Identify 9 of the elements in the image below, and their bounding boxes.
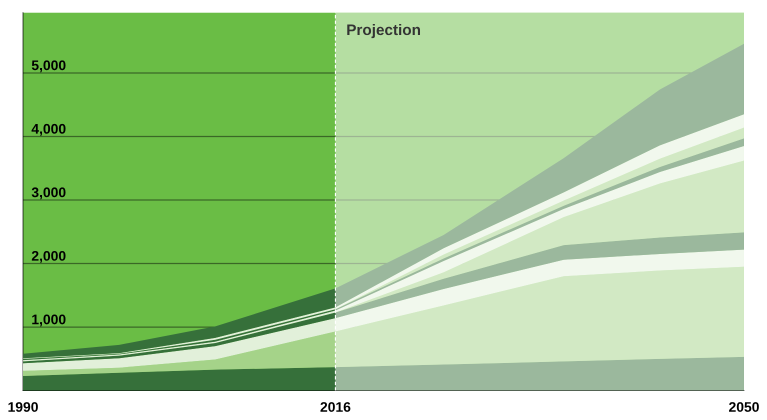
x-tick-label: 2050 xyxy=(729,402,759,412)
x-tick-label: 1990 xyxy=(8,402,38,412)
y-tick-label: 4,000 xyxy=(32,124,66,136)
y-tick-label: 2,000 xyxy=(32,250,66,263)
y-tick-label: 3,000 xyxy=(32,187,66,200)
x-tick-label: 2016 xyxy=(320,402,350,412)
y-tick-label: 5,000 xyxy=(32,60,66,72)
band-label: Projection xyxy=(347,24,420,38)
y-tick-label: 1,000 xyxy=(32,314,66,326)
